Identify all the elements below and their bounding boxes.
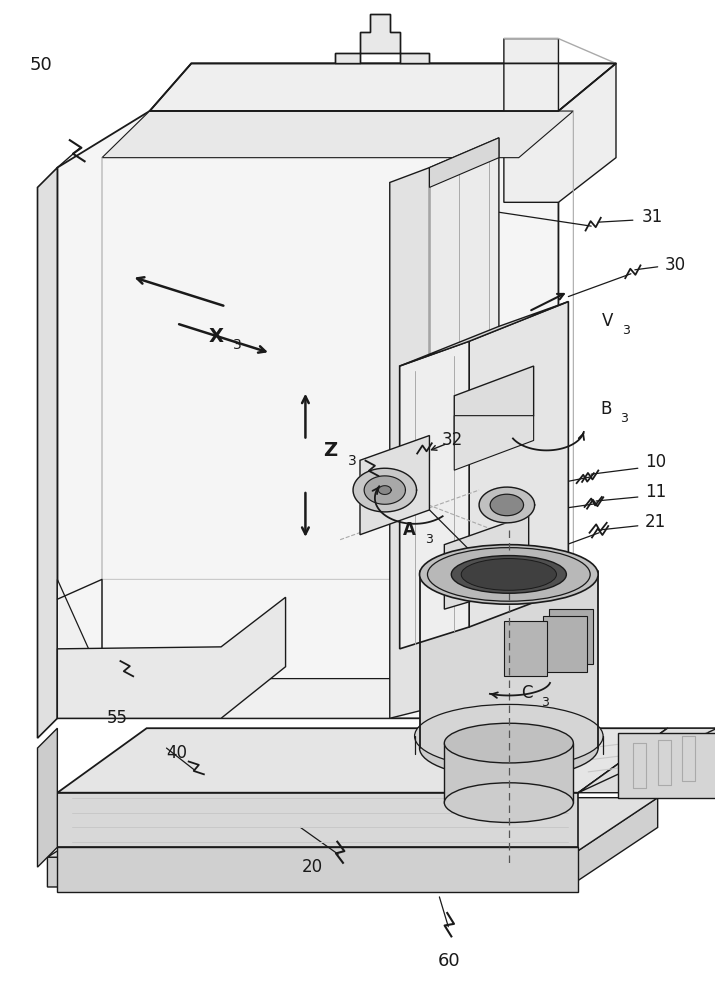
- Text: X: X: [209, 327, 223, 346]
- Ellipse shape: [444, 723, 574, 763]
- Polygon shape: [429, 138, 499, 187]
- Text: 3: 3: [541, 696, 549, 709]
- Polygon shape: [47, 798, 658, 887]
- Polygon shape: [37, 168, 57, 738]
- Ellipse shape: [427, 548, 590, 601]
- Polygon shape: [57, 728, 668, 793]
- Ellipse shape: [419, 545, 598, 604]
- Text: 40: 40: [166, 744, 187, 762]
- Polygon shape: [479, 487, 535, 523]
- Text: 3: 3: [233, 338, 242, 352]
- Polygon shape: [618, 733, 717, 798]
- Polygon shape: [360, 436, 429, 535]
- Polygon shape: [454, 366, 533, 445]
- Ellipse shape: [414, 704, 603, 768]
- Text: Z: Z: [323, 441, 337, 460]
- Polygon shape: [429, 138, 499, 708]
- Ellipse shape: [444, 783, 574, 822]
- Polygon shape: [378, 486, 391, 494]
- Ellipse shape: [419, 718, 598, 778]
- Text: 3: 3: [348, 454, 357, 468]
- Text: 50: 50: [29, 56, 52, 74]
- Polygon shape: [504, 39, 616, 202]
- Polygon shape: [444, 743, 574, 803]
- Text: 3: 3: [620, 412, 628, 425]
- Text: 11: 11: [645, 483, 666, 501]
- Polygon shape: [57, 847, 578, 892]
- Text: 20: 20: [302, 858, 323, 876]
- Polygon shape: [47, 798, 658, 857]
- Polygon shape: [364, 476, 406, 504]
- Text: 3: 3: [622, 324, 630, 337]
- Ellipse shape: [452, 556, 567, 593]
- Text: C: C: [521, 684, 533, 702]
- Polygon shape: [37, 728, 57, 867]
- Polygon shape: [419, 574, 598, 748]
- Text: 31: 31: [642, 208, 663, 226]
- Text: B: B: [600, 400, 612, 418]
- Polygon shape: [57, 597, 286, 718]
- Polygon shape: [400, 302, 569, 366]
- Polygon shape: [57, 111, 559, 718]
- Polygon shape: [335, 14, 429, 63]
- Polygon shape: [469, 302, 569, 627]
- Text: 10: 10: [645, 453, 666, 471]
- Polygon shape: [578, 728, 717, 793]
- Polygon shape: [400, 341, 469, 649]
- Text: 55: 55: [106, 709, 127, 727]
- Text: 60: 60: [438, 952, 461, 970]
- Text: 30: 30: [665, 256, 686, 274]
- Polygon shape: [543, 616, 587, 672]
- Text: 32: 32: [442, 431, 463, 449]
- Polygon shape: [549, 609, 593, 664]
- Polygon shape: [57, 579, 429, 718]
- Polygon shape: [504, 621, 547, 676]
- Polygon shape: [444, 515, 528, 609]
- Polygon shape: [390, 168, 429, 718]
- Text: 3: 3: [426, 533, 434, 546]
- Ellipse shape: [461, 559, 556, 590]
- Text: 21: 21: [645, 513, 666, 531]
- Polygon shape: [57, 793, 578, 847]
- Polygon shape: [578, 728, 717, 793]
- Polygon shape: [454, 416, 533, 470]
- Polygon shape: [490, 494, 523, 516]
- Text: V: V: [602, 312, 614, 330]
- Text: A: A: [404, 521, 416, 539]
- Polygon shape: [353, 468, 416, 512]
- Polygon shape: [149, 63, 616, 111]
- Polygon shape: [102, 111, 574, 158]
